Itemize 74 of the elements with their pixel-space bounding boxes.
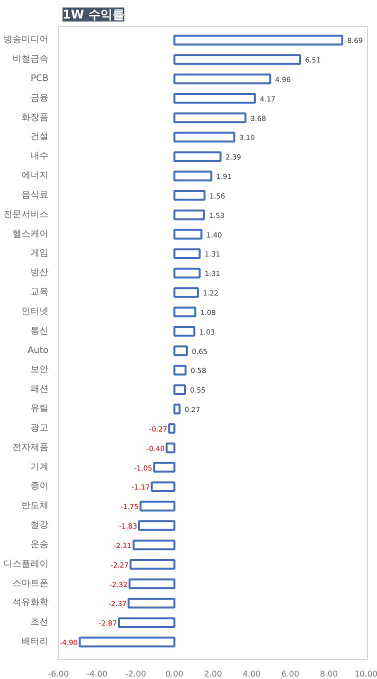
y-tick-label: 금융 [30, 93, 48, 104]
bar [130, 558, 176, 570]
bar [173, 209, 205, 220]
bar [128, 598, 176, 609]
y-tick-label: Auto [28, 346, 49, 356]
bar [173, 345, 188, 356]
y-tick-label: 인터넷 [22, 306, 48, 317]
y-tick-label: 내수 [30, 152, 48, 162]
y-tick-label: PCB [30, 74, 49, 84]
bar [173, 228, 202, 240]
y-tick-label: 스마트폰 [12, 578, 48, 589]
y-tick-label: 교육 [30, 288, 48, 298]
y-tick-label: 석유화학 [12, 598, 48, 608]
y-tick-label: 건설 [30, 132, 48, 142]
bar [118, 617, 176, 628]
x-tick-label: 0.00 [165, 670, 184, 678]
y-tick-label: 음식료 [22, 190, 48, 200]
y-tick-label: 운송 [30, 540, 48, 550]
x-tick-label: -2.00 [125, 670, 146, 678]
y-tick-label: 게임 [30, 248, 48, 259]
bar [173, 404, 181, 414]
y-tick-label: 전자제품 [12, 442, 48, 453]
bar [173, 268, 201, 278]
bar [173, 287, 199, 298]
bar [173, 326, 196, 337]
bar [173, 151, 222, 162]
y-tick-label: 배터리 [22, 637, 48, 648]
y-tick-label: 비철금속 [12, 54, 48, 65]
y-tick-label: 방산 [30, 268, 48, 278]
bar [173, 170, 212, 182]
bar [153, 462, 176, 473]
y-tick-label: 헬스케어 [12, 229, 48, 240]
x-tick-label: 2.00 [204, 670, 222, 678]
y-tick-label: 철강 [30, 520, 48, 531]
bar [173, 190, 206, 201]
bar [173, 306, 196, 318]
y-tick-label: 보안 [30, 365, 48, 376]
y-tick-label: 통신 [30, 326, 48, 336]
y-tick-label: 종이 [30, 482, 48, 492]
x-tick-label: -6.00 [48, 670, 69, 678]
y-tick-label: 반도체 [22, 501, 48, 512]
bar [78, 636, 176, 648]
y-tick-label: 기계 [30, 462, 48, 472]
bar [140, 500, 176, 512]
x-tick-label: 4.00 [242, 670, 261, 678]
bar [173, 54, 302, 65]
chart-title: 1W 수익률 [62, 8, 124, 22]
bar [173, 364, 187, 376]
bar [173, 384, 186, 395]
y-tick-label: 조선 [30, 618, 48, 628]
y-tick-label: 전문서비스 [4, 210, 48, 220]
bar [173, 112, 246, 124]
x-tick-label: -4.00 [86, 670, 108, 678]
bar [138, 520, 176, 531]
bar [150, 481, 176, 492]
bar [173, 248, 201, 260]
bar [173, 132, 236, 143]
x-tick-label: 8.00 [320, 670, 338, 678]
bar [173, 92, 256, 104]
y-tick-label: 에너지 [22, 171, 48, 182]
y-tick-label: 방송미디어 [4, 35, 48, 46]
bar [168, 423, 176, 434]
bar [166, 442, 176, 454]
bar [173, 34, 344, 46]
x-tick-label: 10.00 [354, 670, 377, 678]
bar [128, 578, 176, 590]
y-tick-label: 광고 [30, 423, 48, 434]
y-tick-label: 패션 [30, 384, 48, 395]
x-tick-label: 6.00 [281, 670, 300, 678]
y-tick-label: 화장품 [22, 112, 48, 123]
y-tick-label: 유틸 [30, 404, 48, 414]
y-tick-label: 디스플레이 [4, 559, 48, 570]
bar [173, 74, 272, 84]
bar [132, 540, 176, 550]
